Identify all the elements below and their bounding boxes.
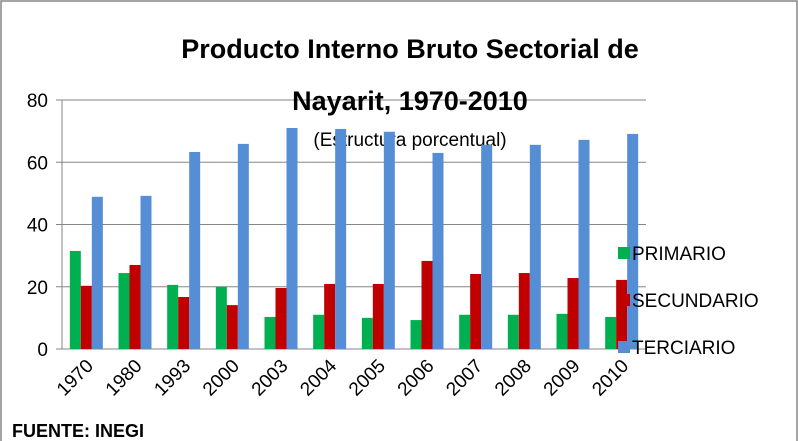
bar <box>556 313 568 349</box>
chart-title: Nayarit, 1970-2010 <box>292 86 528 116</box>
bar <box>627 133 639 349</box>
bar <box>178 297 190 349</box>
source-note: FUENTE: INEGI <box>12 421 144 441</box>
y-tick-label: 20 <box>27 278 48 299</box>
bar <box>118 273 130 349</box>
bar <box>481 144 493 349</box>
bar <box>313 314 325 349</box>
legend-label: PRIMARIO <box>632 244 726 265</box>
bar <box>383 131 395 349</box>
bar <box>578 139 590 349</box>
chart-subtitle: (Estructura porcentual) <box>313 130 506 151</box>
bar <box>335 128 347 349</box>
y-tick-label: 0 <box>37 340 48 361</box>
bar <box>361 317 373 349</box>
bar <box>518 273 530 349</box>
bar <box>605 316 617 349</box>
legend-swatch <box>618 247 630 259</box>
bar <box>275 287 287 349</box>
bar <box>410 320 422 349</box>
chart-title: Producto Interno Bruto Sectorial de <box>181 34 639 64</box>
bar <box>189 151 201 349</box>
bar <box>432 152 444 349</box>
legend-swatch <box>618 341 630 353</box>
bar <box>226 305 238 349</box>
bar <box>529 144 541 349</box>
y-tick-label: 40 <box>27 216 48 237</box>
y-tick-label: 80 <box>27 91 48 112</box>
bar <box>167 284 179 349</box>
y-tick-label: 60 <box>27 153 48 174</box>
bar <box>140 195 152 349</box>
bar <box>69 250 81 349</box>
bar <box>470 273 482 349</box>
bar <box>459 314 471 349</box>
legend-swatch <box>618 294 630 306</box>
legend-label: TERCIARIO <box>632 338 735 359</box>
bar <box>237 143 249 349</box>
bar <box>264 316 276 349</box>
bar <box>129 264 141 349</box>
bar <box>286 128 298 349</box>
bar <box>507 314 519 349</box>
legend-label: SECUNDARIO <box>632 291 759 312</box>
bar <box>324 283 336 349</box>
bar <box>80 285 92 349</box>
bar <box>421 260 433 349</box>
bar <box>567 278 579 349</box>
bar <box>215 286 227 349</box>
bar <box>372 283 384 349</box>
bar <box>91 196 103 349</box>
bar <box>616 279 628 349</box>
